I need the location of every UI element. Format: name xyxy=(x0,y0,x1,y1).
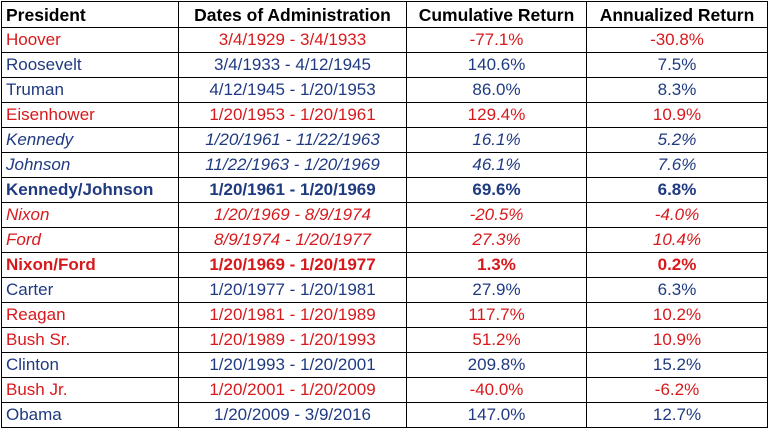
table-row: Bush Sr. 1/20/1989 - 1/20/1993 51.2% 10.9% xyxy=(1,327,768,353)
header-cumulative-return: Cumulative Return xyxy=(406,1,587,28)
table-header: President Dates of Administration Cumula… xyxy=(1,1,768,28)
cumulative-return-cell: 16.1% xyxy=(406,127,587,153)
dates-cell: 1/20/1969 - 1/20/1977 xyxy=(178,252,407,278)
dates-cell: 1/20/1993 - 1/20/2001 xyxy=(178,352,407,378)
table-row: Hoover 3/4/1929 - 3/4/1933 -77.1% -30.8% xyxy=(1,27,768,53)
annualized-return-cell: 10.9% xyxy=(586,102,768,128)
dates-cell: 1/20/1961 - 1/20/1969 xyxy=(178,177,407,203)
header-row: President Dates of Administration Cumula… xyxy=(1,1,768,28)
cumulative-return-cell: 69.6% xyxy=(406,177,587,203)
table-body: Hoover 3/4/1929 - 3/4/1933 -77.1% -30.8% Roo… xyxy=(1,27,768,428)
table-row: Truman 4/12/1945 - 1/20/1953 86.0% 8.3% xyxy=(1,77,768,103)
president-cell: Nixon/Ford xyxy=(1,252,179,278)
cumulative-return-cell: 27.3% xyxy=(406,227,587,253)
dates-cell: 8/9/1974 - 1/20/1977 xyxy=(178,227,407,253)
president-cell: Roosevelt xyxy=(1,52,179,78)
dates-cell: 3/4/1933 - 4/12/1945 xyxy=(178,52,407,78)
cumulative-return-cell: 86.0% xyxy=(406,77,587,103)
president-cell: Bush Jr. xyxy=(1,377,179,403)
dates-cell: 1/20/1981 - 1/20/1989 xyxy=(178,302,407,328)
dates-cell: 1/20/1977 - 1/20/1981 xyxy=(178,277,407,303)
header-president: President xyxy=(1,1,179,28)
president-cell: Truman xyxy=(1,77,179,103)
dates-cell: 1/20/2001 - 1/20/2009 xyxy=(178,377,407,403)
president-cell: Kennedy/Johnson xyxy=(1,177,179,203)
annualized-return-cell: 15.2% xyxy=(586,352,768,378)
dates-cell: 1/20/2009 - 3/9/2016 xyxy=(178,402,407,428)
annualized-return-cell: 7.5% xyxy=(586,52,768,78)
dates-cell: 1/20/1989 - 1/20/1993 xyxy=(178,327,407,353)
table-row: Carter 1/20/1977 - 1/20/1981 27.9% 6.3% xyxy=(1,277,768,303)
cumulative-return-cell: 51.2% xyxy=(406,327,587,353)
table-row: Reagan 1/20/1981 - 1/20/1989 117.7% 10.2% xyxy=(1,302,768,328)
annualized-return-cell: 10.4% xyxy=(586,227,768,253)
cumulative-return-cell: 117.7% xyxy=(406,302,587,328)
annualized-return-cell: -4.0% xyxy=(586,202,768,228)
president-cell: Hoover xyxy=(1,27,179,53)
annualized-return-cell: 7.6% xyxy=(586,152,768,178)
dates-cell: 1/20/1969 - 8/9/1974 xyxy=(178,202,407,228)
cumulative-return-cell: 46.1% xyxy=(406,152,587,178)
annualized-return-cell: -30.8% xyxy=(586,27,768,53)
cumulative-return-cell: 27.9% xyxy=(406,277,587,303)
dates-cell: 1/20/1961 - 11/22/1963 xyxy=(178,127,407,153)
annualized-return-cell: 10.9% xyxy=(586,327,768,353)
president-cell: Bush Sr. xyxy=(1,327,179,353)
president-cell: Carter xyxy=(1,277,179,303)
table-row: Eisenhower 1/20/1953 - 1/20/1961 129.4% 10.… xyxy=(1,102,768,128)
cumulative-return-cell: 147.0% xyxy=(406,402,587,428)
header-annualized-return: Annualized Return xyxy=(586,1,768,28)
cumulative-return-cell: -40.0% xyxy=(406,377,587,403)
dates-cell: 1/20/1953 - 1/20/1961 xyxy=(178,102,407,128)
annualized-return-cell: 12.7% xyxy=(586,402,768,428)
president-cell: Obama xyxy=(1,402,179,428)
cumulative-return-cell: -20.5% xyxy=(406,202,587,228)
annualized-return-cell: 6.3% xyxy=(586,277,768,303)
table-row: Obama 1/20/2009 - 3/9/2016 147.0% 12.7% xyxy=(1,402,768,428)
annualized-return-cell: 5.2% xyxy=(586,127,768,153)
dates-cell: 4/12/1945 - 1/20/1953 xyxy=(178,77,407,103)
table-row: Kennedy/Johnson 1/20/1961 - 1/20/1969 69.6… xyxy=(1,177,768,203)
table-row: Nixon/Ford 1/20/1969 - 1/20/1977 1.3% 0.2% xyxy=(1,252,768,278)
president-cell: Nixon xyxy=(1,202,179,228)
annualized-return-cell: -6.2% xyxy=(586,377,768,403)
cumulative-return-cell: 140.6% xyxy=(406,52,587,78)
annualized-return-cell: 10.2% xyxy=(586,302,768,328)
president-cell: Kennedy xyxy=(1,127,179,153)
table-row: Johnson 11/22/1963 - 1/20/1969 46.1% 7.6% xyxy=(1,152,768,178)
cumulative-return-cell: 129.4% xyxy=(406,102,587,128)
table-row: Clinton 1/20/1993 - 1/20/2001 209.8% 15.2% xyxy=(1,352,768,378)
table-row: Bush Jr. 1/20/2001 - 1/20/2009 -40.0% -6.2% xyxy=(1,377,768,403)
table-row: Kennedy 1/20/1961 - 11/22/1963 16.1% 5.2% xyxy=(1,127,768,153)
table-row: Roosevelt 3/4/1933 - 4/12/1945 140.6% 7.5% xyxy=(1,52,768,78)
dates-cell: 3/4/1929 - 3/4/1933 xyxy=(178,27,407,53)
president-cell: Johnson xyxy=(1,152,179,178)
president-cell: Ford xyxy=(1,227,179,253)
table-row: Ford 8/9/1974 - 1/20/1977 27.3% 10.4% xyxy=(1,227,768,253)
annualized-return-cell: 0.2% xyxy=(586,252,768,278)
cumulative-return-cell: 1.3% xyxy=(406,252,587,278)
cumulative-return-cell: -77.1% xyxy=(406,27,587,53)
table-row: Nixon 1/20/1969 - 8/9/1974 -20.5% -4.0% xyxy=(1,202,768,228)
header-dates-of-administration: Dates of Administration xyxy=(178,1,407,28)
president-cell: Reagan xyxy=(1,302,179,328)
dates-cell: 11/22/1963 - 1/20/1969 xyxy=(178,152,407,178)
annualized-return-cell: 8.3% xyxy=(586,77,768,103)
cumulative-return-cell: 209.8% xyxy=(406,352,587,378)
annualized-return-cell: 6.8% xyxy=(586,177,768,203)
president-cell: Clinton xyxy=(1,352,179,378)
president-cell: Eisenhower xyxy=(1,102,179,128)
